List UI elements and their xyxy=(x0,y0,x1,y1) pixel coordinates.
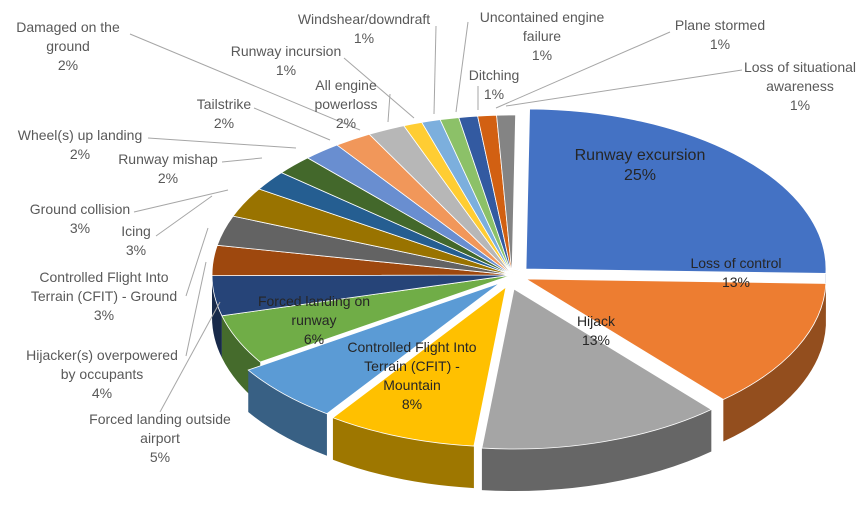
leader-line xyxy=(185,261,207,357)
leader-line xyxy=(133,189,229,213)
slice-forced-landing-on-runway xyxy=(247,282,501,415)
leader-line xyxy=(147,137,297,149)
label-forced-landing-outside-airport: Forced landing outside airport 5% xyxy=(89,411,231,465)
label-runway-excursion: Runway excursion 25% xyxy=(575,147,706,184)
slice-side-1 xyxy=(723,283,826,442)
label-runway-mishap: Runway mishap 2% xyxy=(118,151,218,186)
leader-lines xyxy=(129,21,743,413)
leader-line xyxy=(155,195,213,237)
label-tailstrike: Tailstrike 2% xyxy=(197,96,252,131)
leader-line xyxy=(253,107,331,141)
slice-controlled-flight-into-terrain-cfit-mountain xyxy=(332,286,507,447)
leader-line xyxy=(159,301,221,413)
slice-labels: Runway excursion 25% Loss of control 13% Hij… xyxy=(16,9,856,465)
label-windshear-downdraft: Windshear/downdraft 1% xyxy=(298,11,430,46)
slice-side-2 xyxy=(481,409,712,491)
label-controlled-flight-into-terrain-cfit-mountain: Controlled Flight Into Terrain (CFIT) -Mo… xyxy=(347,339,476,412)
leader-line xyxy=(185,227,209,297)
leader-line xyxy=(455,21,469,113)
slice-loss-of-control xyxy=(524,278,827,400)
label-loss-of-situational-awareness: Loss of situational awareness 1% xyxy=(744,59,856,113)
label-uncontained-engine-failure: Uncontained engine failure 1% xyxy=(480,9,605,63)
label-runway-incursion: Runway incursion 1% xyxy=(231,43,342,78)
leader-line xyxy=(433,25,437,115)
slice-side-3 xyxy=(332,417,474,489)
label-damaged-on-the-ground: Damaged on the ground 2% xyxy=(16,19,120,73)
label-hijack: Hijack 13% xyxy=(577,313,616,348)
label-loss-of-control: Loss of control 13% xyxy=(690,255,781,290)
slice-hijack xyxy=(481,288,713,450)
leader-line xyxy=(129,33,361,131)
slice-runway-excursion xyxy=(525,108,827,274)
leader-line xyxy=(221,157,263,163)
leader-line xyxy=(495,31,671,109)
label-icing: Icing 3% xyxy=(121,223,151,258)
leader-line xyxy=(505,69,743,107)
pie-depth-layer xyxy=(212,269,826,491)
label-forced-landing-on-runway: Forced landing on runway 6% xyxy=(258,293,370,347)
label-hijacker-s-overpowered-by-occupants: Hijacker(s) overpowered by occupants 4% xyxy=(26,347,178,401)
label-controlled-flight-into-terrain-cfit-ground: Controlled Flight Into Terrain (CFIT) - G… xyxy=(31,269,177,323)
label-ground-collision: Ground collision 3% xyxy=(30,201,130,236)
label-wheel-s-up-landing: Wheel(s) up landing 2% xyxy=(18,127,143,162)
label-ditching: Ditching 1% xyxy=(469,67,520,102)
slice-side-4 xyxy=(248,370,327,456)
leader-line xyxy=(387,93,391,123)
label-plane-stormed: Plane stormed 1% xyxy=(675,17,765,52)
label-all-engine-powerloss: All engine powerloss 2% xyxy=(314,77,377,131)
pie-top-layer xyxy=(211,108,827,450)
slice-loss-of-situational-awareness xyxy=(496,114,517,276)
leader-line xyxy=(343,57,415,119)
